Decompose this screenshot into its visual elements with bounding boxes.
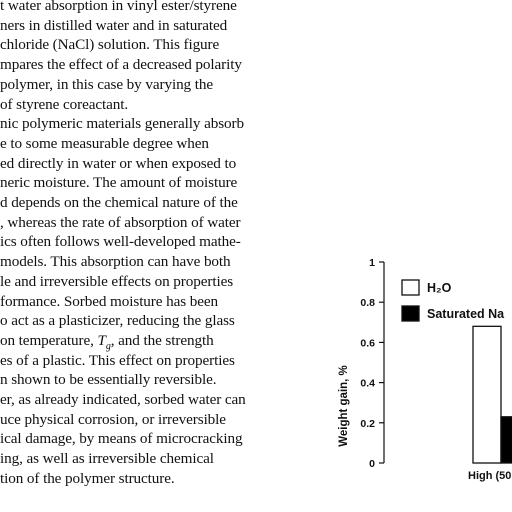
text-line: mpares the effect of a decreased polarit… xyxy=(0,56,242,74)
y-tick-label: 0 xyxy=(369,458,375,470)
weight-gain-figure: Weight gain, % 0 0.2 0.4 0.6 0.8 1 H₂O Saturat… xyxy=(330,250,512,512)
text-line: nic polymeric materials generally absorb xyxy=(0,115,244,133)
text-line: n shown to be essentially reversible. xyxy=(0,371,217,389)
text-line: e to some measurable degree when xyxy=(0,134,209,152)
legend-label: Saturated Na xyxy=(427,307,505,321)
text-line: es of a plastic. This effect on properti… xyxy=(0,351,235,369)
text-line: neric moisture. The amount of moisture xyxy=(0,174,238,192)
text-line: uce physical corrosion, or irreversible xyxy=(0,410,226,428)
text-line: tion of the polymer structure. xyxy=(0,469,175,487)
text-line: polymer, in this case by varying the xyxy=(0,75,214,93)
text-line: formance. Sorbed moisture has been xyxy=(0,292,219,310)
text-line: t water absorption in vinyl ester/styren… xyxy=(0,0,237,14)
text-line: ners in distilled water and in saturated xyxy=(0,16,228,34)
bar-saturated-nacl xyxy=(500,416,512,464)
y-tick-label: 0.8 xyxy=(360,297,375,309)
legend-swatch xyxy=(401,279,420,296)
y-tick-label: 1 xyxy=(369,257,375,269)
text-line: , whereas the rate of absorption of wate… xyxy=(0,213,241,231)
text-line: ed directly in water or when exposed to xyxy=(0,154,237,172)
y-tick-label: 0.6 xyxy=(360,337,375,349)
y-tick-label: 0.2 xyxy=(360,418,375,430)
text-line: models. This absorption can have both xyxy=(0,253,231,271)
legend-swatch xyxy=(401,305,420,322)
text-line: ing, as well as irreversible chemical xyxy=(0,450,214,468)
text-line: of styrene coreactant. xyxy=(0,95,129,113)
x-category-label: High (50 xyxy=(468,470,511,482)
text-line: ical damage, by means of microcracking xyxy=(0,430,243,448)
text-line: d depends on the chemical nature of the xyxy=(0,194,238,211)
text-line: o act as a plasticizer, reducing the gla… xyxy=(0,312,235,330)
text-line: on temperature, Tg, and the strength xyxy=(0,331,214,352)
text-line: le and irreversible effects on propertie… xyxy=(0,272,234,290)
text-line: ics often follows well-developed mathe- xyxy=(0,233,241,251)
legend-label: H₂O xyxy=(427,281,452,295)
y-axis-label: Weight gain, % xyxy=(338,365,350,447)
bar-chart: Weight gain, % 0 0.2 0.4 0.6 0.8 1 H₂O Saturat… xyxy=(338,257,512,482)
text-line: chloride (NaCl) solution. This figure xyxy=(0,36,220,54)
text-line: er, as already indicated, sorbed water c… xyxy=(0,391,246,408)
y-tick-label: 0.4 xyxy=(360,378,375,390)
bar-h2o xyxy=(472,325,502,464)
